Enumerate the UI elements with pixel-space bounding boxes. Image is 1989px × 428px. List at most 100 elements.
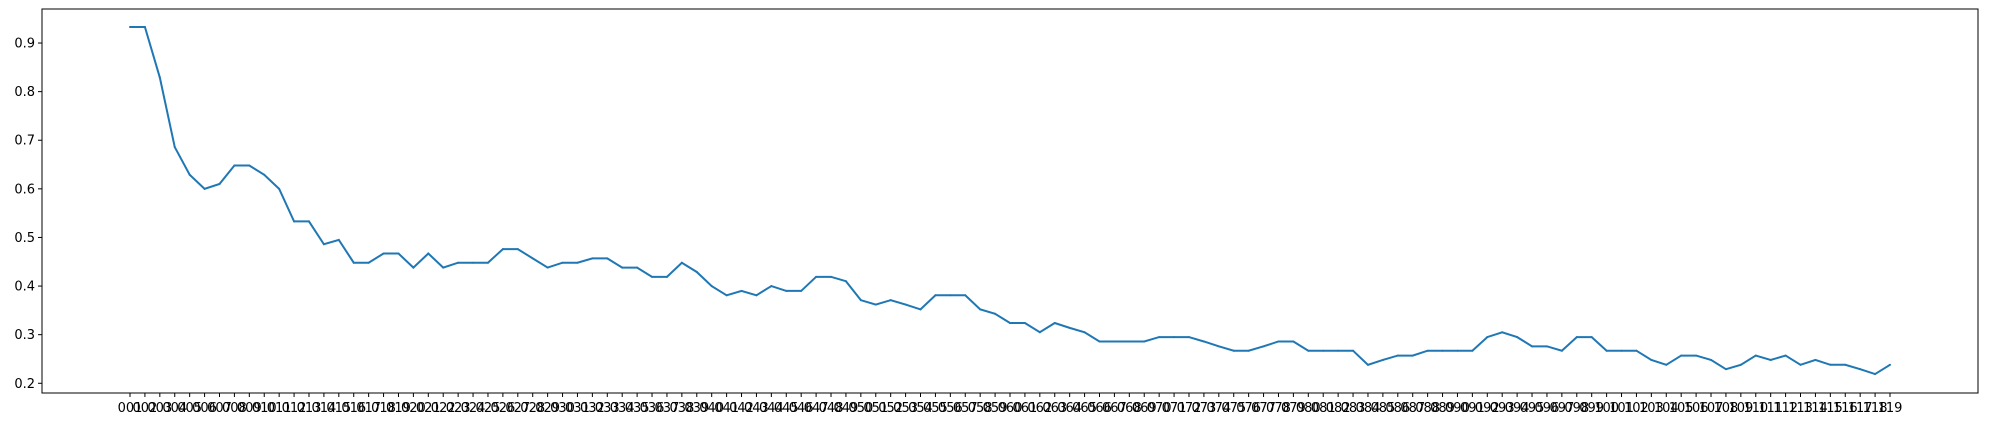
x-tick-label: 020 <box>401 401 426 416</box>
data-point <box>770 285 773 288</box>
x-tick-label: 113 <box>1788 401 1813 416</box>
data-point <box>680 261 683 264</box>
x-tick-label: 101 <box>1609 401 1634 416</box>
data-point <box>1829 363 1832 366</box>
data-point <box>785 289 788 292</box>
data-point <box>158 76 161 79</box>
data-point <box>442 266 445 269</box>
x-tick-label: 017 <box>356 401 381 416</box>
x-tick-label: 115 <box>1818 401 1843 416</box>
data-point <box>1262 345 1265 348</box>
x-tick-label: 024 <box>461 401 486 416</box>
x-tick-label: 084 <box>1356 401 1381 416</box>
x-tick-label: 067 <box>1102 401 1127 416</box>
data-point <box>1501 331 1504 334</box>
x-tick-label: 100 <box>1594 401 1619 416</box>
x-tick-label: 102 <box>1624 401 1649 416</box>
data-point <box>710 285 713 288</box>
data-point <box>740 289 743 292</box>
x-tick-label: 045 <box>774 401 799 416</box>
plot-frame <box>41 8 1979 394</box>
data-point <box>919 308 922 311</box>
data-point <box>830 275 833 278</box>
x-tick-label: 069 <box>1132 401 1157 416</box>
x-tick-label: 013 <box>297 401 322 416</box>
data-point <box>979 308 982 311</box>
data-point <box>695 270 698 273</box>
data-point <box>1366 363 1369 366</box>
data-point <box>1754 354 1757 357</box>
series-line <box>130 25 1891 376</box>
x-tick-label: 014 <box>311 401 336 416</box>
x-tick-label: 094 <box>1505 401 1530 416</box>
data-point <box>427 252 430 255</box>
data-point <box>1292 340 1295 343</box>
x-tick-label: 065 <box>1072 401 1097 416</box>
x-tick-label: 049 <box>834 401 859 416</box>
x-tick-label: 009 <box>237 401 262 416</box>
x-tick-label: 088 <box>1415 401 1440 416</box>
y-tick-label: 0.3 <box>14 328 35 343</box>
x-tick-label: 059 <box>983 401 1008 416</box>
x-tick-label: 019 <box>386 401 411 416</box>
data-point <box>1710 358 1713 361</box>
data-point <box>1456 349 1459 352</box>
x-tick-label: 042 <box>729 401 754 416</box>
data-point <box>844 280 847 283</box>
data-point <box>1217 345 1220 348</box>
x-tick-label: 011 <box>267 401 292 416</box>
data-point <box>397 252 400 255</box>
x-tick-label: 107 <box>1699 401 1724 416</box>
data-point <box>1158 336 1161 339</box>
x-tick-label: 015 <box>326 401 351 416</box>
data-point <box>725 294 728 297</box>
data-point <box>934 294 937 297</box>
data-point <box>561 261 564 264</box>
x-tick-label: 076 <box>1236 401 1261 416</box>
x-tick-label: 031 <box>565 401 590 416</box>
data-point <box>1605 349 1608 352</box>
data-point <box>621 266 624 269</box>
data-point <box>143 25 146 28</box>
x-tick-label: 022 <box>431 401 456 416</box>
x-tick-label: 108 <box>1714 401 1739 416</box>
data-point <box>1277 340 1280 343</box>
x-tick-label: 005 <box>177 401 202 416</box>
data-point <box>307 220 310 223</box>
data-point <box>1695 354 1698 357</box>
data-point <box>815 275 818 278</box>
data-point <box>1575 336 1578 339</box>
y-tick-label: 0.6 <box>14 182 35 197</box>
x-tick-label: 057 <box>953 401 978 416</box>
y-tick-label: 0.5 <box>14 231 35 246</box>
data-point <box>1874 373 1877 376</box>
x-tick-label: 012 <box>282 401 307 416</box>
data-point <box>337 238 340 241</box>
y-tick-label: 0.9 <box>14 37 35 52</box>
x-tick-label: 066 <box>1087 401 1112 416</box>
data-point <box>1322 349 1325 352</box>
data-point <box>546 266 549 269</box>
data-point <box>1098 340 1101 343</box>
x-tick-label: 091 <box>1460 401 1485 416</box>
data-point <box>1859 368 1862 371</box>
data-point <box>1650 358 1653 361</box>
x-tick-label: 112 <box>1773 401 1798 416</box>
x-tick-label: 002 <box>133 401 158 416</box>
x-tick-label: 033 <box>595 401 620 416</box>
data-point <box>248 164 251 167</box>
y-tick-label: 0.7 <box>14 134 35 149</box>
data-point <box>1724 368 1727 371</box>
data-point <box>1337 349 1340 352</box>
x-tick-label: 030 <box>550 401 575 416</box>
x-tick-label: 010 <box>252 401 277 416</box>
data-point <box>1053 322 1056 325</box>
data-point <box>486 261 489 264</box>
data-point <box>1381 358 1384 361</box>
x-tick-label: 085 <box>1370 401 1395 416</box>
data-point <box>606 257 609 260</box>
x-tick-label: 092 <box>1475 401 1500 416</box>
data-point <box>800 289 803 292</box>
data-point <box>964 294 967 297</box>
x-tick-label: 118 <box>1863 401 1888 416</box>
